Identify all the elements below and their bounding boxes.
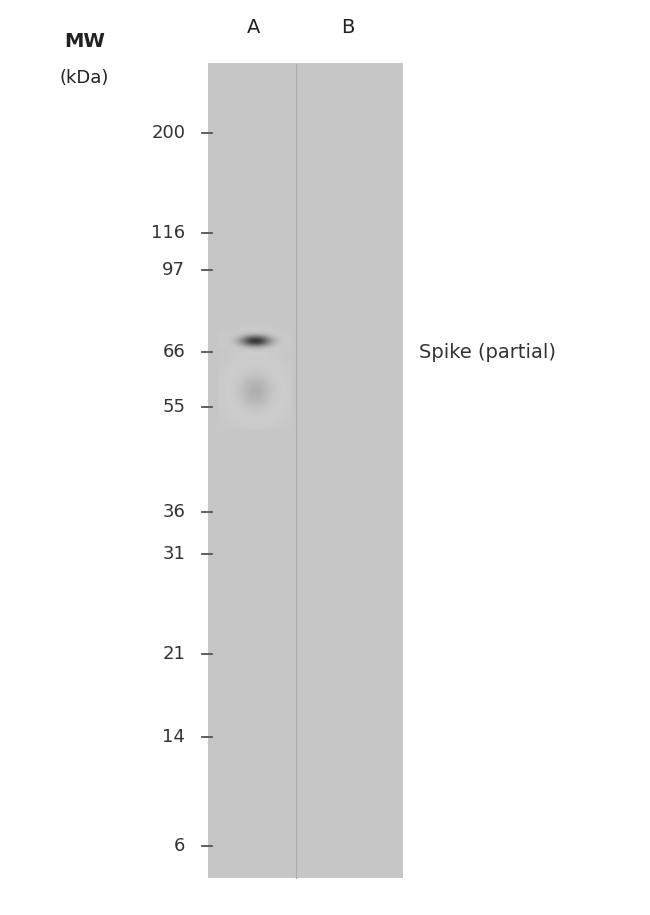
Text: 116: 116 xyxy=(151,224,185,242)
Text: 6: 6 xyxy=(174,837,185,856)
Text: 66: 66 xyxy=(162,343,185,361)
Text: 200: 200 xyxy=(151,124,185,142)
Text: 97: 97 xyxy=(162,261,185,279)
Text: 21: 21 xyxy=(162,645,185,663)
Text: 14: 14 xyxy=(162,727,185,746)
Text: B: B xyxy=(341,18,354,37)
Text: Spike (partial): Spike (partial) xyxy=(419,343,556,361)
Text: (kDa): (kDa) xyxy=(60,69,109,87)
Text: 55: 55 xyxy=(162,398,185,416)
Text: MW: MW xyxy=(64,32,105,50)
Text: 31: 31 xyxy=(162,544,185,563)
Text: A: A xyxy=(247,18,260,37)
Text: 36: 36 xyxy=(162,503,185,522)
